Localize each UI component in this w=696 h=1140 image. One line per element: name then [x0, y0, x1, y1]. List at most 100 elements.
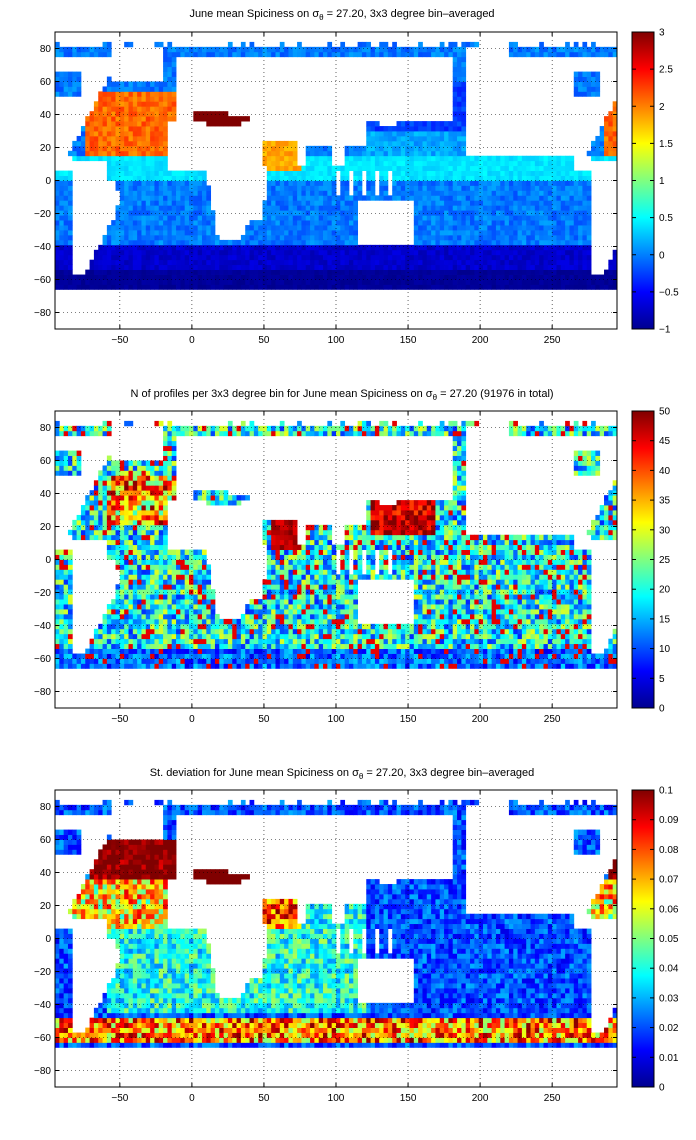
heatmap-cell [344, 628, 350, 635]
heatmap-cell [184, 259, 190, 266]
heatmap-cell [405, 160, 410, 167]
heatmap-cell [431, 51, 436, 58]
heatmap-cell [297, 279, 302, 285]
heatmap-cell [98, 244, 103, 251]
heatmap-cell [145, 259, 151, 266]
heatmap-cell [457, 180, 462, 186]
heatmap-cell [461, 96, 467, 102]
heatmap-cell [206, 264, 212, 270]
heatmap-cell [85, 274, 90, 280]
heatmap-cell [163, 200, 168, 206]
heatmap-cell [461, 111, 467, 117]
heatmap-cell [137, 269, 142, 275]
heatmap-cell [586, 225, 592, 231]
heatmap-cell [374, 269, 380, 275]
heatmap-cell [422, 51, 428, 58]
heatmap-cell [396, 155, 402, 162]
heatmap-cell [366, 663, 371, 669]
heatmap-cell [266, 225, 272, 231]
heatmap-cell [448, 190, 454, 196]
heatmap-cell [336, 230, 341, 236]
heatmap-cell [409, 51, 415, 58]
heatmap-cell [201, 180, 207, 186]
heatmap-cell [288, 145, 294, 152]
heatmap-cell [318, 239, 324, 246]
heatmap-cell [500, 279, 505, 285]
heatmap-cell [189, 215, 194, 221]
heatmap-cell [219, 618, 224, 625]
heatmap-cell [543, 628, 549, 635]
heatmap-cell [124, 81, 129, 87]
heatmap-cell [115, 86, 121, 92]
heatmap-cell [448, 269, 454, 275]
heatmap-cell [444, 259, 449, 266]
heatmap-cell [210, 259, 216, 266]
heatmap-cell [586, 205, 592, 211]
heatmap-cell [232, 274, 237, 280]
heatmap-cell [530, 264, 536, 270]
heatmap-cell [171, 274, 177, 280]
heatmap-cell [262, 205, 268, 211]
heatmap-cell [539, 220, 544, 226]
heatmap-cell [418, 200, 423, 206]
heatmap-cell [482, 653, 488, 659]
heatmap-cell [565, 225, 570, 231]
heatmap-cell [413, 150, 419, 157]
heatmap-cell [266, 259, 272, 266]
heatmap-cell [137, 195, 142, 201]
heatmap-cell [301, 653, 307, 659]
heatmap-cell [348, 269, 354, 275]
y-tick-label: −40 [34, 242, 51, 253]
heatmap-cell [323, 200, 328, 206]
heatmap-cell [426, 170, 432, 176]
heatmap-cell [124, 200, 129, 206]
heatmap-cell [461, 126, 467, 132]
heatmap-cell [206, 284, 212, 290]
heatmap-cell [491, 185, 497, 191]
heatmap-cell [582, 230, 588, 236]
heatmap-cell [405, 180, 410, 186]
heatmap-cell [582, 46, 588, 53]
heatmap-cell [292, 150, 298, 157]
heatmap-cell [132, 175, 138, 181]
heatmap-cell [284, 653, 289, 659]
heatmap-cell [93, 279, 99, 285]
heatmap-cell [59, 653, 65, 659]
heatmap-cell [331, 244, 337, 251]
heatmap-cell [106, 51, 112, 58]
heatmap-cell [55, 46, 60, 53]
heatmap-cell [491, 638, 497, 645]
heatmap-cell [115, 106, 121, 112]
heatmap-cell [154, 623, 160, 630]
heatmap-cell [578, 210, 583, 216]
heatmap-cell [119, 170, 125, 176]
heatmap-cell [314, 200, 320, 206]
heatmap-cell [249, 249, 255, 256]
heatmap-cell [353, 638, 359, 645]
heatmap-cell [271, 195, 276, 201]
heatmap-cell [560, 46, 566, 53]
heatmap-cell [426, 274, 432, 280]
heatmap-cell [500, 658, 505, 664]
heatmap-cell [526, 185, 531, 191]
heatmap-cell [292, 215, 298, 221]
heatmap-cell [115, 170, 121, 176]
heatmap-cell [348, 658, 354, 664]
heatmap-cell [249, 643, 255, 649]
heatmap-cell [132, 131, 138, 137]
heatmap-cell [517, 205, 523, 211]
heatmap-cell [323, 225, 328, 231]
heatmap-cell [392, 264, 397, 270]
heatmap-cell [115, 658, 121, 664]
heatmap-cell [547, 230, 553, 236]
heatmap-cell [418, 244, 423, 251]
heatmap-cell [586, 46, 592, 53]
heatmap-cell [422, 155, 428, 162]
heatmap-cell [206, 643, 212, 649]
heatmap-cell [232, 628, 237, 635]
heatmap-cell [366, 41, 371, 48]
heatmap-cell [137, 215, 142, 221]
heatmap-cell [578, 633, 583, 640]
heatmap-cell [457, 81, 462, 87]
heatmap-cell [80, 653, 86, 659]
